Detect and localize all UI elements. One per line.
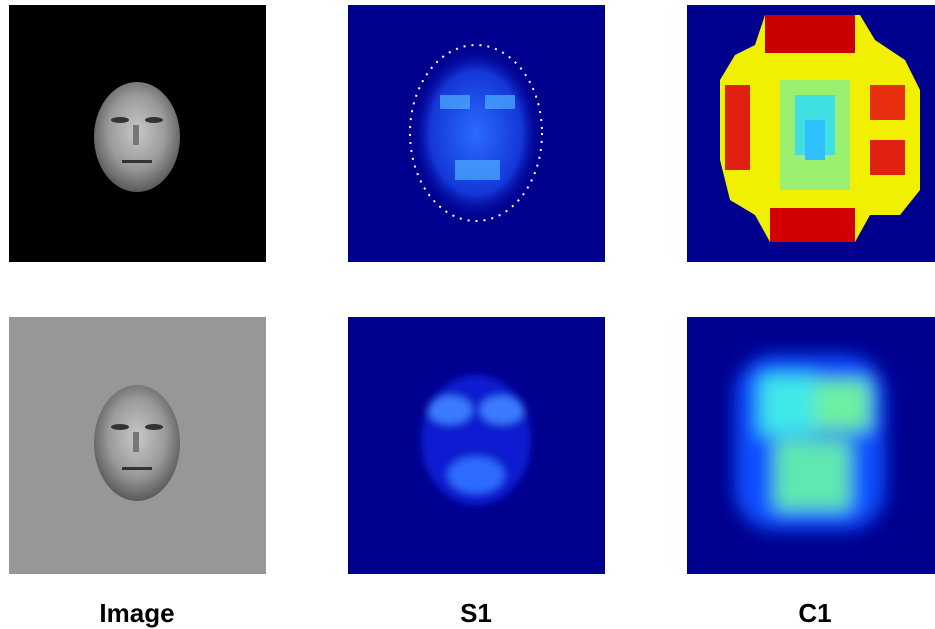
figure: Image S1 C1: [0, 0, 935, 629]
column-label: Image: [99, 598, 174, 628]
column-label: S1: [460, 598, 492, 628]
c1-response: [735, 355, 885, 530]
s1-response: [421, 375, 531, 505]
column-label: C1: [798, 598, 831, 628]
